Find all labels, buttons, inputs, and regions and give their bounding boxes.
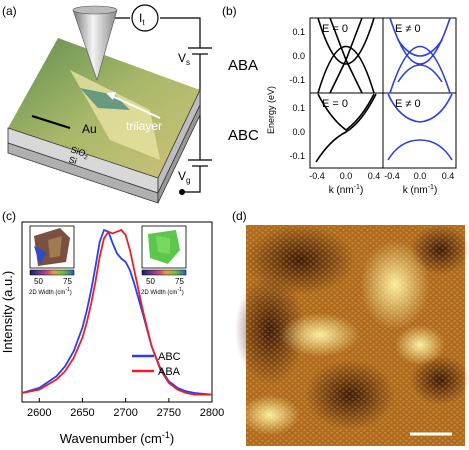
band-curves: [315, 17, 453, 163]
device-slab: [7, 38, 201, 204]
band-line: [329, 58, 363, 94]
svg-text:2D Width (cm-1): 2D Width (cm-1): [29, 287, 72, 296]
b-ytick: 0.0: [292, 127, 305, 137]
b-xtick: 0.0: [414, 171, 427, 181]
panel-label-c: (c): [2, 209, 16, 223]
current-meter-icon: [131, 4, 159, 32]
band-line: [397, 39, 443, 57]
c-xtick-label: 2700: [113, 407, 137, 419]
svg-text:50: 50: [34, 277, 43, 286]
band-line: [317, 45, 375, 94]
panel-label-a: (a): [2, 4, 17, 18]
b-ytick: 0.0: [292, 51, 305, 61]
b-ytick: 0.1: [292, 27, 305, 37]
si-label: Si: [67, 154, 78, 166]
c-xtick-label: 2750: [157, 407, 181, 419]
svg-text:75: 75: [63, 277, 72, 286]
panel-b: (b) ABA ABC Energy (eV) 0.1 0.0 -0.1 0.1…: [222, 4, 457, 196]
subplot-title: E = 0: [322, 98, 348, 110]
band-line: [387, 93, 453, 123]
c-ylabel: Intensity (a.u.): [0, 271, 15, 353]
c-xtick-label: 2600: [27, 407, 51, 419]
b-ytick: -0.1: [289, 75, 305, 85]
band-line: [315, 93, 377, 163]
scale-bar-a: [31, 114, 71, 130]
band-line: [317, 17, 375, 65]
vg-label: Vg: [178, 169, 190, 185]
b-xlabel-left: k (nm-1): [329, 184, 364, 196]
svg-text:75: 75: [175, 277, 184, 286]
b-ytick: -0.1: [289, 151, 305, 161]
band-line: [389, 17, 451, 65]
c-xtick-label: 2800: [200, 407, 224, 419]
spectrum-line-abc: [21, 228, 213, 396]
au-label: Au: [82, 122, 97, 136]
band-line: [397, 64, 443, 83]
panel-label-b: (b): [222, 4, 237, 18]
current-label: It: [139, 11, 145, 27]
panel-d: (d): [232, 209, 469, 446]
b-xlabel-right: k (nm-1): [403, 184, 438, 196]
trilayer-label: trilayer: [126, 119, 162, 133]
spectrum-line-aba: [21, 228, 212, 396]
panel-a: (a) It Vs Vg: [2, 4, 212, 204]
b-ylabel: Energy (eV): [266, 86, 276, 134]
stm-topography: [235, 225, 469, 446]
c-series: [21, 228, 213, 396]
band-line: [387, 139, 453, 161]
b-xtick: 0.0: [340, 171, 353, 181]
svg-text:2D Width (cm-1): 2D Width (cm-1): [141, 287, 184, 296]
subplot-abc-ef: [382, 92, 457, 169]
legend-label-aba: ABA: [158, 366, 181, 378]
subplot-title: E ≠ 0: [395, 98, 421, 110]
b-ytick: 0.1: [292, 103, 305, 113]
b-xtick: -0.4: [384, 171, 400, 181]
inset-map-aba: 50 75 2D Width (cm-1): [141, 225, 187, 296]
panel-c: (c) Intensity (a.u.) Wavenumber (cm-1) 2…: [0, 209, 224, 446]
trilayer-flake: [80, 88, 130, 110]
b-xtick: -0.4: [309, 171, 325, 181]
c-xlabel: Wavenumber (cm-1): [60, 430, 174, 446]
svg-text:50: 50: [146, 277, 155, 286]
inset-map-abc: 50 75 2D Width (cm-1): [29, 225, 75, 296]
plot-frame-c: [21, 221, 213, 403]
c-xtick-label: 2650: [70, 407, 94, 419]
subplot-title: E ≠ 0: [395, 23, 421, 35]
b-xtick: 0.4: [368, 171, 381, 181]
c-xticks: 2600 2650 2700 2750 2800: [27, 398, 224, 419]
band-line: [317, 93, 375, 132]
b-xtick: 0.4: [442, 171, 455, 181]
row-label-abc: ABC: [228, 127, 259, 144]
band-line: [389, 45, 451, 94]
trilayer-arrow-icon: [111, 95, 161, 119]
row-label-aba: ABA: [228, 57, 258, 74]
vs-label: Vs: [178, 51, 190, 67]
legend-label-abc: ABC: [158, 351, 181, 363]
contact-dot-bottom: [179, 189, 185, 195]
panel-label-d: (d): [232, 209, 247, 223]
sio2-label: SiO2: [69, 144, 91, 161]
